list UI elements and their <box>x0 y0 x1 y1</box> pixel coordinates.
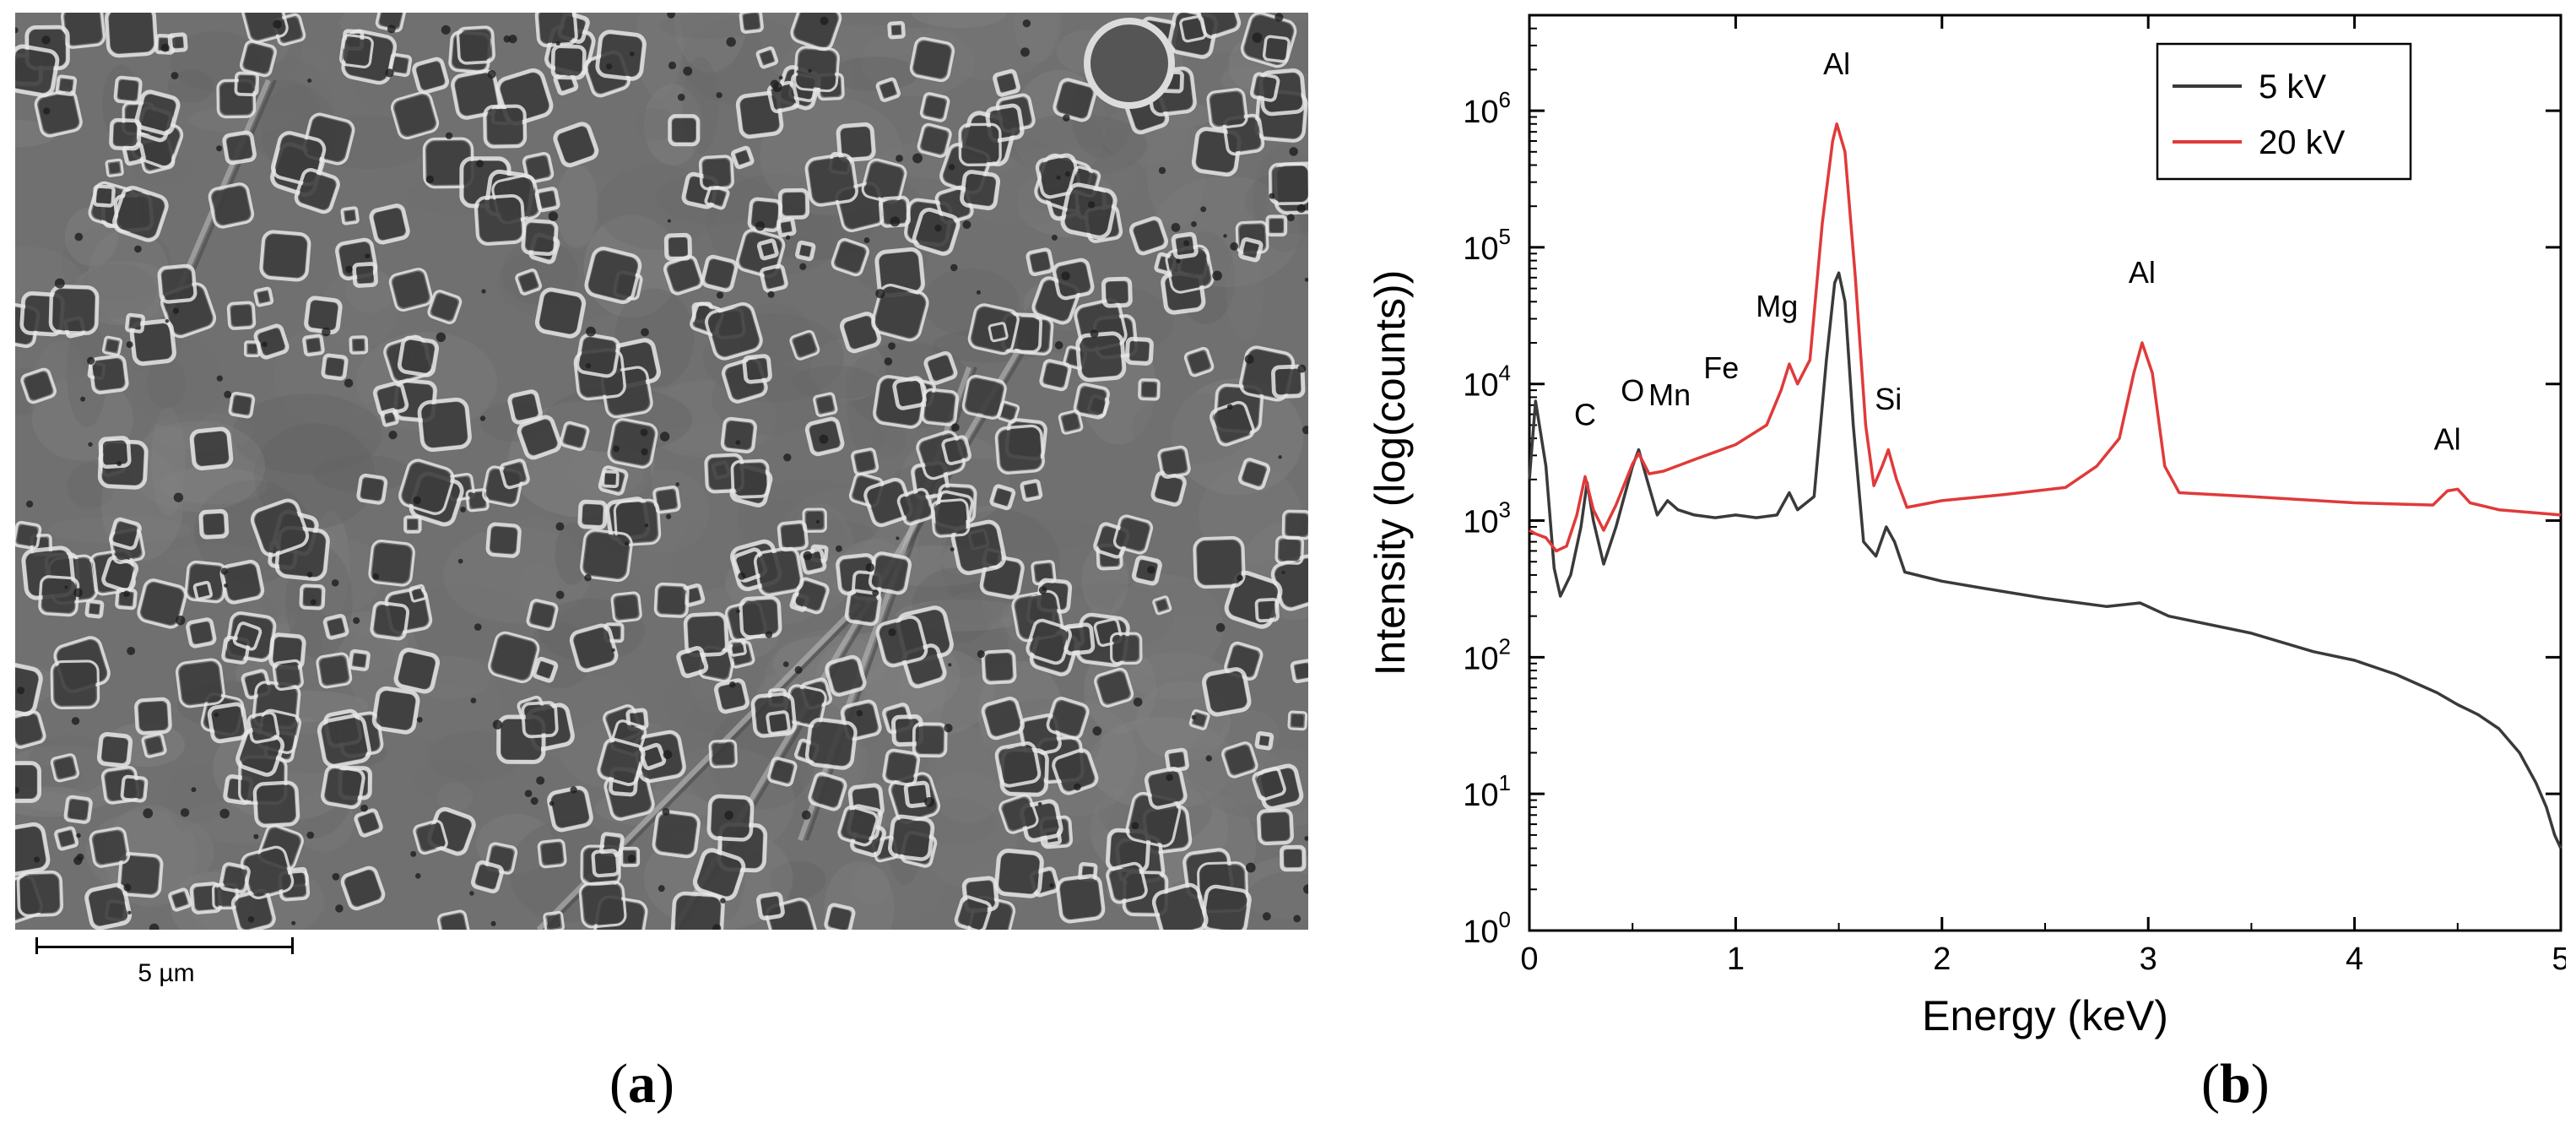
panel-label-a: (a) <box>609 1053 674 1115</box>
y-tick-exponent: 5 <box>1499 224 1511 249</box>
panel-label-b: (b) <box>2201 1053 2270 1115</box>
peak-label: Mn <box>1648 377 1691 412</box>
y-tick-exponent: 1 <box>1499 770 1511 795</box>
y-tick-base: 10 <box>1463 505 1498 540</box>
y-tick-label: 103 <box>1463 497 1511 540</box>
panel-label-b-letter: b <box>2219 1053 2251 1115</box>
y-tick-label: 105 <box>1463 224 1511 267</box>
series-line-20kv <box>1529 122 2562 553</box>
y-axis-title: Intensity (log(counts)) <box>1366 270 1414 676</box>
legend-label: 5 kV <box>2259 68 2326 106</box>
y-tick-label: 102 <box>1463 633 1511 676</box>
series-layer <box>1528 122 2562 849</box>
y-tick-label: 104 <box>1463 361 1511 404</box>
legend: 5 kV 20 kV <box>2156 42 2412 181</box>
y-tick-exponent: 2 <box>1499 633 1511 659</box>
y-tick-exponent: 6 <box>1499 87 1511 112</box>
peak-label: Al <box>2434 422 2461 457</box>
x-tick-label: 0 <box>1520 942 1538 977</box>
scale-bar-tick-left <box>35 937 38 954</box>
scale-bar-tick-right <box>291 937 294 954</box>
y-tick-base: 10 <box>1463 95 1498 130</box>
peak-label: Si <box>1875 382 1902 416</box>
y-tick-base: 10 <box>1463 368 1498 404</box>
sem-texture <box>15 13 1308 930</box>
y-tick-base: 10 <box>1463 231 1498 267</box>
y-tick-label: 100 <box>1463 907 1511 950</box>
peak-label: C <box>1574 397 1596 431</box>
panel-label-a-letter: a <box>627 1053 656 1115</box>
x-tick-label: 4 <box>2346 942 2363 977</box>
y-tick-exponent: 4 <box>1499 361 1511 386</box>
y-tick-label: 101 <box>1463 770 1511 813</box>
series-line-5kv <box>1528 271 2562 849</box>
x-tick-label: 3 <box>2140 942 2157 977</box>
scale-bar-line <box>35 946 294 948</box>
y-tick-base: 10 <box>1463 914 1498 950</box>
x-tick-label: 1 <box>1727 942 1745 977</box>
x-tick-label: 2 <box>1933 942 1951 977</box>
peak-label: O <box>1621 373 1644 408</box>
sem-micrograph <box>15 13 1308 930</box>
x-axis-ticks: 0 1 2 3 4 5 <box>1520 15 2566 977</box>
scale-bar-label: 5 µm <box>138 959 195 987</box>
x-tick-label: 5 <box>2552 942 2566 977</box>
peak-label: Al <box>1823 46 1850 81</box>
y-tick-exponent: 0 <box>1499 907 1511 932</box>
y-tick-base: 10 <box>1463 778 1498 813</box>
peak-label: Al <box>2129 255 2156 290</box>
x-axis-title: Energy (keV) <box>1922 992 2168 1039</box>
y-tick-base: 10 <box>1463 641 1498 676</box>
peak-label: Mg <box>1756 289 1798 323</box>
scale-bar: 5 µm <box>35 937 297 996</box>
legend-label: 20 kV <box>2259 124 2346 161</box>
y-tick-label: 106 <box>1463 87 1511 130</box>
legend-box <box>2156 42 2412 181</box>
peak-annotations: CO Mn Fe Mg Al Si Al Al <box>1574 46 2461 457</box>
y-tick-exponent: 3 <box>1499 497 1511 523</box>
peak-label: Fe <box>1703 350 1739 385</box>
